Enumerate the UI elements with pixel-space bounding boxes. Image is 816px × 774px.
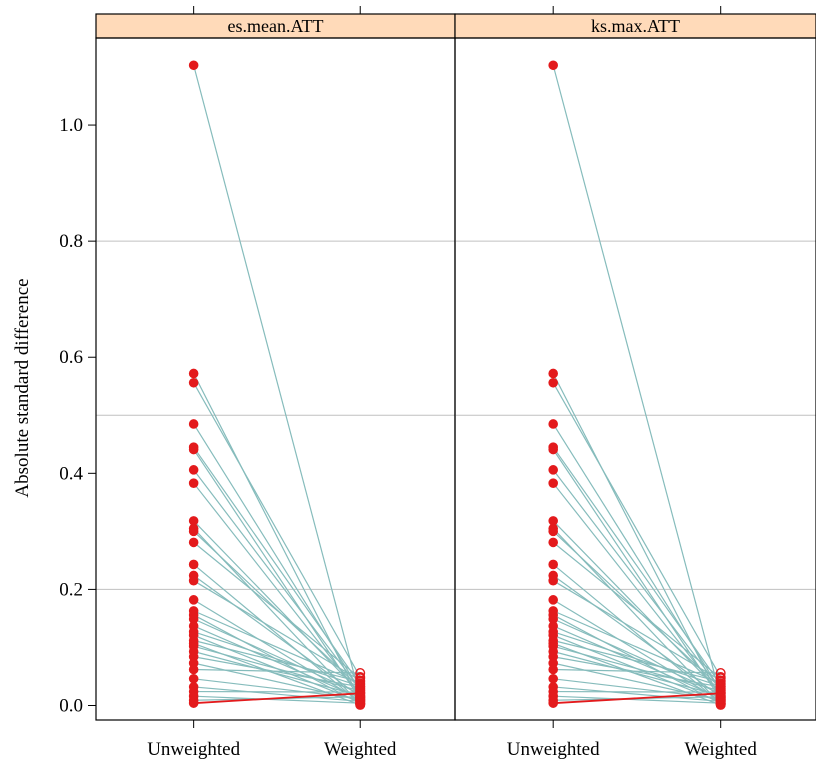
unweighted-point xyxy=(189,538,198,547)
balance-segment xyxy=(553,670,721,673)
unweighted-point xyxy=(189,445,198,454)
balance-segment xyxy=(194,447,361,684)
unweighted-point xyxy=(549,596,558,605)
balance-segment xyxy=(194,383,361,677)
unweighted-point xyxy=(549,466,558,475)
x-tick-label: Unweighted xyxy=(507,739,600,760)
balance-segment xyxy=(553,632,721,687)
unweighted-point xyxy=(549,674,558,683)
balance-segment xyxy=(553,65,721,697)
plot-layer: es.mean.ATT Unweighted Weighted ks.max.ATT U… xyxy=(59,6,816,760)
panel-border xyxy=(96,38,455,720)
unweighted-point xyxy=(189,596,198,605)
y-tick-label: 1.0 xyxy=(59,115,83,136)
panel-1: ks.max.ATT Unweighted Weighted xyxy=(455,6,816,760)
balance-segment xyxy=(194,521,361,693)
unweighted-point xyxy=(189,699,198,708)
y-axis-label: Absolute standard difference xyxy=(12,278,33,497)
unweighted-point xyxy=(549,369,558,378)
y-tick-label: 0.0 xyxy=(59,695,83,716)
unweighted-point xyxy=(549,378,558,387)
unweighted-point xyxy=(549,61,558,70)
unweighted-point xyxy=(549,479,558,488)
y-tick-label: 0.8 xyxy=(59,231,83,252)
y-tick-label: 0.2 xyxy=(59,579,83,600)
panel-border xyxy=(455,38,816,720)
unweighted-point xyxy=(549,527,558,536)
panel-title: es.mean.ATT xyxy=(228,16,324,36)
unweighted-point xyxy=(189,378,198,387)
unweighted-point xyxy=(189,665,198,674)
balance-segment xyxy=(553,383,721,677)
panel-0: es.mean.ATT Unweighted Weighted xyxy=(96,6,455,760)
unweighted-point xyxy=(189,61,198,70)
x-tick-label: Weighted xyxy=(685,739,758,760)
balance-segment xyxy=(553,521,721,693)
unweighted-point xyxy=(549,420,558,429)
x-tick-label: Weighted xyxy=(324,739,397,760)
y-tick-label: 0.6 xyxy=(59,347,83,368)
y-tick-label: 0.4 xyxy=(59,463,83,484)
balance-segment xyxy=(194,670,361,673)
unweighted-point xyxy=(549,699,558,708)
unweighted-point xyxy=(189,479,198,488)
panel-title: ks.max.ATT xyxy=(591,16,680,36)
unweighted-point xyxy=(549,538,558,547)
unweighted-point xyxy=(189,466,198,475)
unweighted-point xyxy=(189,576,198,585)
balance-segment xyxy=(194,692,361,693)
unweighted-point xyxy=(189,674,198,683)
unweighted-point xyxy=(189,527,198,536)
unweighted-point xyxy=(549,665,558,674)
balance-segment xyxy=(553,447,721,684)
unweighted-point xyxy=(549,576,558,585)
unweighted-point xyxy=(189,369,198,378)
balance-segment xyxy=(194,65,361,697)
x-tick-label: Unweighted xyxy=(147,739,240,760)
unweighted-point xyxy=(549,445,558,454)
balance-segment xyxy=(553,692,721,693)
unweighted-point xyxy=(189,560,198,569)
balance-segment xyxy=(194,632,361,687)
unweighted-point xyxy=(189,420,198,429)
unweighted-point xyxy=(549,560,558,569)
